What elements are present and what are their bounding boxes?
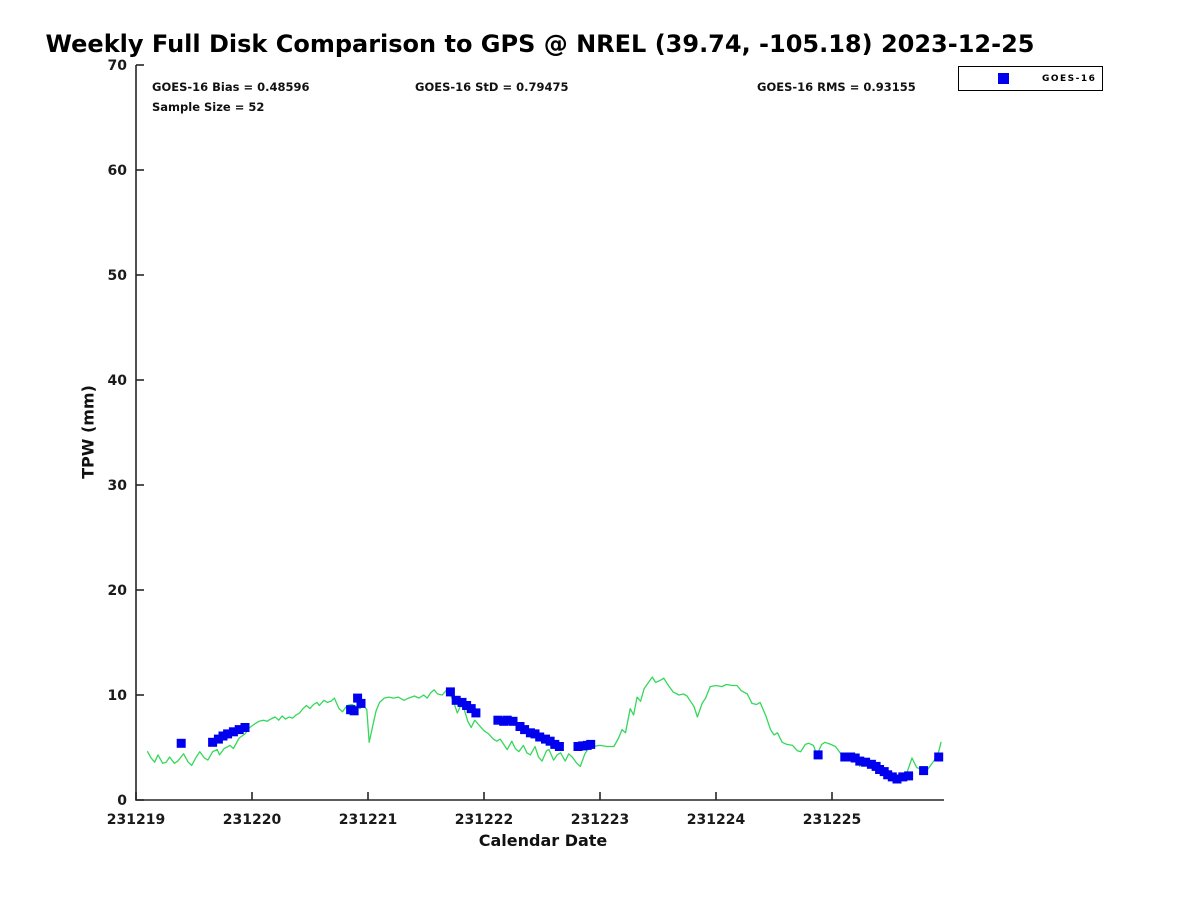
y-tick-label: 50 <box>108 268 128 284</box>
goes16-data-point <box>898 772 908 782</box>
goes16-data-point <box>934 752 944 762</box>
stat-sample-size: Sample Size = 52 <box>152 100 265 114</box>
y-tick-label: 70 <box>108 58 128 74</box>
goes16-data-point <box>840 752 850 762</box>
goes16-data-point <box>240 723 250 732</box>
goes16-data-point <box>578 741 588 751</box>
y-tick-label: 40 <box>108 373 128 389</box>
goes16-data-point <box>892 774 902 784</box>
goes16-data-point <box>228 727 238 737</box>
goes16-data-point <box>866 759 876 769</box>
goes16-data-point <box>502 715 512 725</box>
goes16-data-point <box>919 766 929 776</box>
goes16-data-point <box>904 771 914 781</box>
goes16-data-point <box>466 704 476 714</box>
stat-std: GOES-16 StD = 0.79475 <box>415 80 569 94</box>
goes16-data-point <box>813 750 823 760</box>
goes16-data-point <box>545 736 555 746</box>
goes16-data-point <box>530 729 540 739</box>
y-tick-label: 10 <box>108 688 128 704</box>
goes16-data-point <box>213 734 223 744</box>
goes16-data-point <box>451 695 461 705</box>
goes16-data-point <box>353 693 363 703</box>
gps-line-series <box>146 676 942 779</box>
goes16-data-point <box>525 728 535 738</box>
goes16-data-point <box>445 687 455 697</box>
legend-label-goes16: GOES-16 <box>1042 73 1097 84</box>
goes16-data-point <box>218 731 228 741</box>
x-tick-label: 231220 <box>223 812 282 828</box>
goes16-data-point <box>535 732 545 742</box>
goes16-data-point <box>550 739 560 749</box>
goes16-data-point <box>508 716 518 726</box>
goes16-data-point <box>541 734 550 744</box>
x-tick-label: 231219 <box>107 812 165 828</box>
x-tick-label: 231223 <box>571 812 629 828</box>
goes16-data-point <box>493 715 503 725</box>
x-tick-label: 231225 <box>803 812 861 828</box>
goes16-data-point <box>223 729 233 739</box>
x-tick-label: 231221 <box>339 812 397 828</box>
y-tick-label: 60 <box>108 163 128 179</box>
legend-box: GOES-16 <box>958 66 1103 91</box>
goes16-data-point <box>515 722 525 731</box>
goes16-data-point <box>356 698 366 708</box>
y-tick-label: 30 <box>108 478 128 494</box>
legend-marker-square-icon <box>998 73 1009 84</box>
x-tick-label: 231224 <box>687 812 746 828</box>
x-axis-label: Calendar Date <box>478 831 608 850</box>
goes16-data-point <box>875 765 885 774</box>
goes16-data-point <box>586 739 596 749</box>
stat-rms: GOES-16 RMS = 0.93155 <box>757 80 916 94</box>
goes16-data-point <box>349 706 359 716</box>
goes16-data-point <box>520 725 530 735</box>
goes16-data-point <box>554 742 564 751</box>
goes16-data-point <box>850 753 860 763</box>
y-tick-label: 0 <box>117 793 127 809</box>
x-tick-label: 231222 <box>455 812 513 828</box>
goes16-data-point <box>883 770 893 780</box>
axis-spines <box>135 65 944 801</box>
goes16-data-point <box>234 725 244 735</box>
goes16-data-point <box>208 737 218 747</box>
goes16-data-point <box>887 772 897 782</box>
goes16-data-point <box>573 742 583 751</box>
goes16-data-point <box>462 701 472 710</box>
goes16-data-point <box>846 752 856 762</box>
goes16-data-point <box>855 756 865 766</box>
goes16-data-point <box>471 708 481 718</box>
goes16-data-point <box>176 738 186 748</box>
goes16-data-point <box>457 697 467 707</box>
goes16-data-point <box>861 757 871 767</box>
stat-bias: GOES-16 Bias = 0.48596 <box>152 80 310 94</box>
y-tick-label: 20 <box>108 583 128 599</box>
chart-title: Weekly Full Disk Comparison to GPS @ NRE… <box>45 30 1035 58</box>
